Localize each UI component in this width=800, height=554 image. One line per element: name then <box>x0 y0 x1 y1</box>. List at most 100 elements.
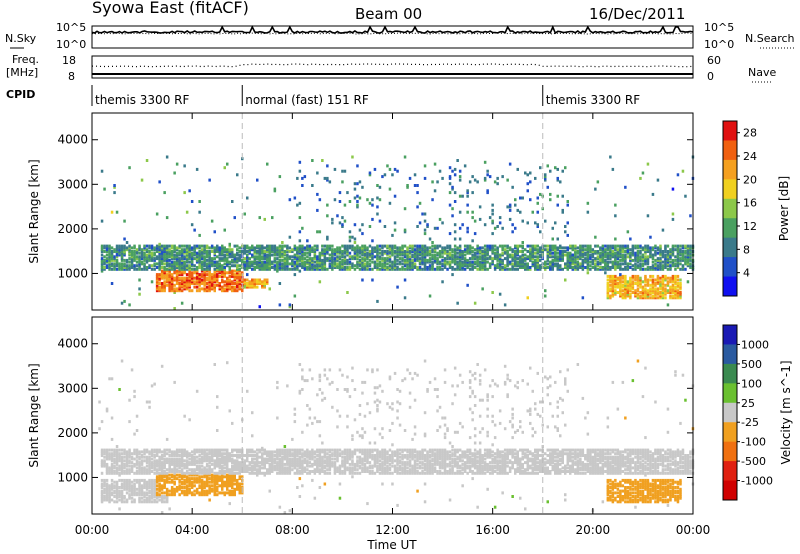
heatmap-cell <box>263 257 266 261</box>
heatmap-cell <box>676 262 680 266</box>
heatmap-cell <box>108 466 111 470</box>
heatmap-cell <box>198 280 201 284</box>
heatmap-cell <box>676 248 680 252</box>
heatmap-cell <box>343 244 347 248</box>
heatmap-cell <box>263 459 266 463</box>
heatmap-cell <box>519 255 522 259</box>
heatmap-cell <box>386 257 389 261</box>
heatmap-cell <box>148 253 151 257</box>
heatmap-cell <box>100 493 104 497</box>
heatmap-cell <box>348 235 352 239</box>
nsky-label: N.Sky <box>5 32 37 45</box>
heatmap-cell <box>393 244 397 248</box>
heatmap-cell <box>341 260 344 264</box>
heatmap-cell <box>396 266 399 269</box>
heatmap-cell <box>466 250 469 253</box>
heatmap-cell <box>148 486 151 489</box>
heatmap-cell <box>639 264 642 268</box>
heatmap-cell <box>669 296 672 300</box>
heatmap-cell <box>413 251 417 255</box>
heatmap-cell <box>200 448 204 452</box>
heatmap-cell <box>268 452 271 456</box>
heatmap-cell <box>363 267 367 271</box>
heatmap-cell <box>631 283 635 287</box>
heatmap-cell <box>271 452 274 456</box>
heatmap-cell <box>521 260 524 264</box>
heatmap-cell <box>353 196 357 200</box>
heatmap-cell <box>316 255 319 259</box>
heatmap-cell <box>148 478 151 482</box>
heatmap-cell <box>391 264 394 268</box>
heatmap-cell <box>190 253 194 257</box>
heatmap-cell <box>256 464 259 468</box>
heatmap-cell <box>338 267 342 271</box>
heatmap-cell <box>218 267 221 271</box>
heatmap-cell <box>253 258 256 262</box>
heatmap-cell <box>180 482 184 486</box>
heatmap-cell <box>373 248 377 252</box>
heatmap-cell <box>113 470 116 473</box>
heatmap-cell <box>686 258 690 262</box>
heatmap-cell <box>231 466 234 470</box>
heatmap-cell <box>463 264 467 268</box>
heatmap-cell <box>168 271 171 275</box>
heatmap-cell <box>311 258 314 262</box>
heatmap-cell <box>536 196 539 200</box>
heatmap-cell <box>534 255 537 259</box>
heatmap-cell <box>125 471 129 475</box>
heatmap-cell <box>115 484 119 488</box>
heatmap-cell <box>228 271 231 275</box>
heatmap-cell <box>674 280 677 284</box>
heatmap-cell <box>438 251 442 255</box>
heatmap-cell <box>98 427 101 431</box>
heatmap-cell <box>311 159 314 162</box>
heatmap-cell <box>128 246 131 250</box>
heatmap-cell <box>411 258 414 262</box>
heatmap-cell <box>216 274 219 278</box>
heatmap-cell <box>203 258 206 262</box>
heatmap-cell <box>316 244 319 248</box>
heatmap-cell <box>351 266 354 269</box>
heatmap-cell <box>674 274 677 278</box>
heatmap-cell <box>266 459 269 463</box>
heatmap-cell <box>508 203 512 207</box>
heatmap-cell <box>604 244 607 248</box>
heatmap-cell <box>185 464 189 468</box>
heatmap-cell <box>233 276 236 280</box>
heatmap-cell <box>195 282 199 285</box>
heatmap-cell <box>165 258 169 262</box>
heatmap-cell <box>103 452 106 456</box>
heatmap-cell <box>100 489 104 493</box>
heatmap-cell <box>170 264 174 268</box>
heatmap-cell <box>221 248 224 252</box>
heatmap-cell <box>216 487 219 491</box>
heatmap-cell <box>273 187 277 191</box>
heatmap-cell <box>100 496 104 500</box>
heatmap-cell <box>516 262 519 266</box>
heatmap-cell <box>110 282 114 285</box>
heatmap-cell <box>666 289 670 293</box>
heatmap-cell <box>498 244 502 248</box>
heatmap-cell <box>539 192 542 196</box>
heatmap-cell <box>636 282 640 285</box>
heatmap-cell <box>175 462 179 466</box>
heatmap-cell <box>213 273 216 277</box>
heatmap-cell <box>326 246 329 250</box>
heatmap-cell <box>448 251 452 255</box>
heatmap-cell <box>100 484 104 488</box>
heatmap-cell <box>609 257 612 261</box>
heatmap-cell <box>130 496 134 500</box>
heatmap-cell <box>554 257 557 261</box>
heatmap-cell <box>158 498 161 502</box>
heatmap-cell <box>268 462 271 466</box>
heatmap-cell <box>306 239 309 243</box>
heatmap-cell <box>468 260 472 264</box>
heatmap-cell <box>451 255 454 259</box>
heatmap-cell <box>231 454 234 457</box>
heatmap-cell <box>621 262 625 266</box>
heatmap-cell <box>416 191 419 195</box>
heatmap-cell <box>221 487 224 491</box>
heatmap-cell <box>511 255 514 259</box>
heatmap-cell <box>103 487 106 491</box>
heatmap-cell <box>233 289 236 293</box>
